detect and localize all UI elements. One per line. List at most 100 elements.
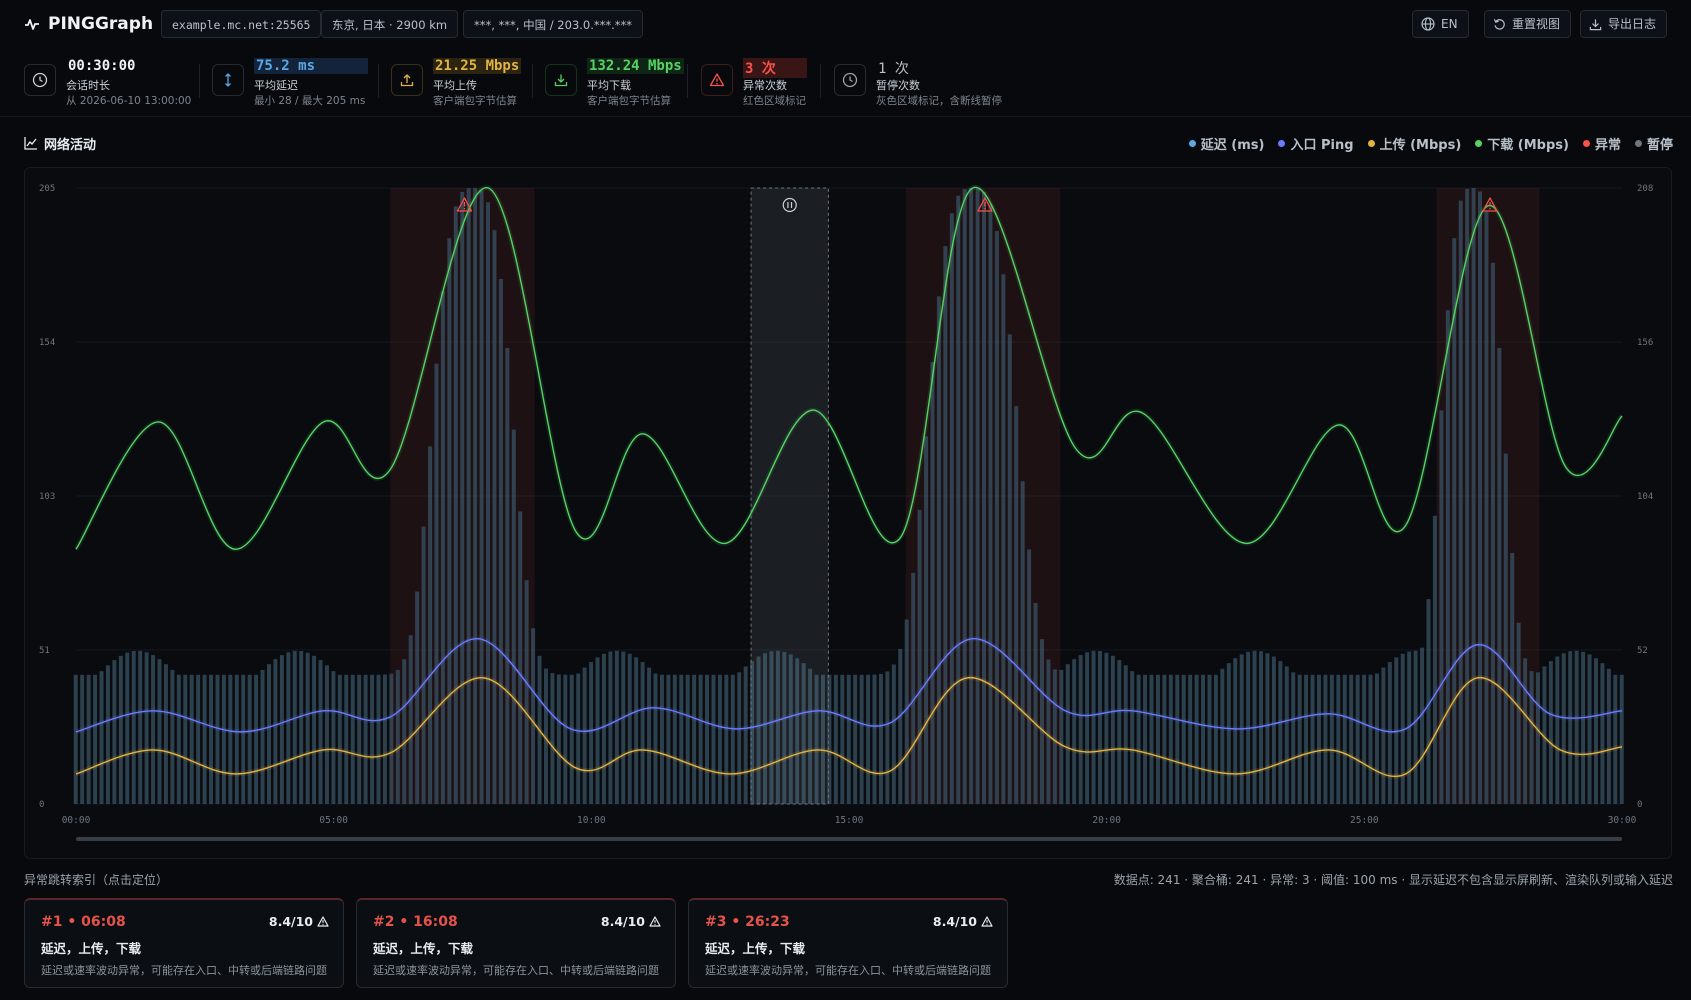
latency-bar bbox=[1413, 650, 1418, 804]
latency-bar bbox=[1020, 481, 1025, 804]
latency-bar bbox=[827, 674, 832, 804]
stat-label: 平均延迟 bbox=[254, 79, 298, 92]
latency-bar bbox=[1284, 666, 1289, 804]
latency-bar bbox=[1291, 672, 1296, 804]
latency-bar bbox=[1516, 622, 1521, 804]
legend-pause[interactable]: 暂停 bbox=[1634, 134, 1673, 153]
stat-value: 21.25 Mbps bbox=[433, 58, 522, 74]
latency-bar bbox=[492, 230, 497, 804]
latency-bar bbox=[994, 230, 999, 805]
line-chart-icon bbox=[24, 137, 37, 150]
anomaly-score: 8.4/10 bbox=[933, 914, 993, 929]
legend-download[interactable]: 下载 (Mbps) bbox=[1475, 134, 1569, 153]
latency-bar bbox=[324, 665, 329, 804]
anomaly-card-2[interactable]: #2 • 16:08 8.4/10 延迟，上传，下载 延迟或速率波动异常，可能存… bbox=[356, 898, 676, 988]
legend-dot bbox=[1582, 140, 1590, 147]
x-tick-label: 10:00 bbox=[577, 815, 606, 826]
latency-bar bbox=[1387, 662, 1392, 804]
latency-bar bbox=[209, 674, 214, 804]
latency-bar bbox=[382, 674, 387, 804]
latency-bar bbox=[1078, 655, 1083, 804]
latency-bar bbox=[647, 667, 652, 804]
legend-latency[interactable]: 延迟 (ms) bbox=[1188, 134, 1264, 153]
latency-bar bbox=[666, 674, 671, 804]
latency-bar bbox=[350, 674, 355, 804]
latency-bar bbox=[1104, 652, 1109, 804]
export-log-label: 导出日志 bbox=[1608, 17, 1657, 31]
latency-bar bbox=[801, 663, 806, 804]
latency-bar bbox=[853, 674, 858, 804]
latency-bar bbox=[215, 674, 220, 804]
latency-bar bbox=[157, 659, 162, 804]
latency-bar bbox=[305, 652, 310, 804]
legend-upload[interactable]: 上传 (Mbps) bbox=[1367, 134, 1462, 153]
stat-sub: 灰色区域标记，含断线暂停 bbox=[876, 95, 1002, 107]
divider bbox=[532, 64, 533, 98]
latency-bar bbox=[228, 674, 233, 804]
chart-canvas[interactable]: 0 51 103 154 205 0 52 104 156 208 00:00 05:00 10:00 1… bbox=[25, 168, 1671, 858]
data-summary: 数据点: 241 · 聚合桶: 241 · 异常: 3 · 阈值: 100 ms… bbox=[1113, 873, 1673, 887]
latency-bar bbox=[982, 192, 987, 805]
latency-bar bbox=[1439, 410, 1444, 804]
latency-bar bbox=[750, 661, 755, 804]
latency-bar bbox=[717, 674, 722, 804]
anomaly-card-title: #3 • 26:23 bbox=[705, 914, 790, 930]
latency-bar bbox=[1130, 671, 1135, 804]
latency-bar bbox=[621, 651, 626, 804]
latency-bar bbox=[724, 674, 729, 804]
stat-label: 会话时长 bbox=[66, 79, 110, 92]
anomaly-card-3[interactable]: #3 • 26:23 8.4/10 延迟，上传，下载 延迟或速率波动异常，可能存… bbox=[688, 898, 1008, 988]
series-line bbox=[75, 677, 1623, 777]
latency-bar bbox=[144, 652, 149, 804]
stat-sub: 客户端包字节估算 bbox=[587, 95, 671, 107]
latency-bar bbox=[1143, 674, 1148, 804]
latency-bar bbox=[138, 650, 143, 804]
anomaly-description: 延迟或速率波动异常，可能存在入口、中转或后端链路问题 bbox=[373, 964, 659, 977]
latency-bar bbox=[788, 654, 793, 804]
anomaly-score-value: 8.4/10 bbox=[268, 914, 313, 929]
latency-bar bbox=[1452, 238, 1457, 804]
legend-anomaly[interactable]: 异常 bbox=[1582, 134, 1621, 153]
latency-bar bbox=[1072, 659, 1077, 804]
latency-bar bbox=[1548, 661, 1553, 804]
stat-value: 1 次 bbox=[878, 61, 909, 77]
legend-label: 上传 (Mbps) bbox=[1379, 138, 1462, 153]
legend-entry-ping[interactable]: 入口 Ping bbox=[1278, 134, 1354, 153]
network-chart[interactable]: 0 51 103 154 205 0 52 104 156 208 00:00 05:00 10:00 1… bbox=[24, 167, 1672, 859]
reset-view-button[interactable]: 重置视图 bbox=[1484, 10, 1572, 38]
stat-session-duration: 00:30:00 会话时长 从 2026-06-10 13:00:00 bbox=[24, 54, 194, 108]
latency-bar bbox=[988, 204, 993, 804]
divider bbox=[199, 64, 200, 98]
latency-bar bbox=[608, 651, 613, 804]
latency-bar bbox=[234, 674, 239, 804]
latency-bar bbox=[1117, 660, 1122, 804]
server-address-chip[interactable]: example.mc.net:25565 bbox=[161, 10, 322, 38]
latency-bar bbox=[1613, 674, 1618, 804]
latency-bar bbox=[595, 657, 600, 804]
latency-bar bbox=[1568, 651, 1573, 804]
export-log-button[interactable]: 导出日志 bbox=[1580, 10, 1668, 38]
latency-bar bbox=[434, 363, 439, 804]
latency-bar bbox=[872, 674, 877, 804]
latency-bar bbox=[1271, 656, 1276, 804]
server-location-chip: 东京, 日本 · 2900 km bbox=[321, 10, 459, 38]
anomaly-card-1[interactable]: #1 • 06:08 8.4/10 延迟，上传，下载 延迟或速率波动异常，可能存… bbox=[24, 898, 344, 988]
latency-bar bbox=[1465, 188, 1470, 805]
latency-bar bbox=[705, 674, 710, 804]
latency-bar bbox=[640, 662, 645, 804]
latency-bar bbox=[93, 674, 98, 804]
stat-sub: 从 2026-06-10 13:00:00 bbox=[66, 95, 192, 107]
legend-label: 下载 (Mbps) bbox=[1487, 138, 1569, 153]
latency-bar bbox=[1497, 347, 1502, 804]
latency-bar bbox=[775, 650, 780, 804]
divider bbox=[687, 64, 688, 98]
latency-bar bbox=[1355, 674, 1360, 804]
latency-bar bbox=[1014, 406, 1019, 804]
latency-bar bbox=[917, 509, 922, 804]
latency-bar bbox=[312, 655, 317, 804]
latency-bar bbox=[473, 188, 478, 804]
stat-value: 00:30:00 bbox=[68, 58, 136, 74]
stats-row: 00:30:00 会话时长 从 2026-06-10 13:00:00 75.2… bbox=[0, 46, 1691, 117]
language-button[interactable]: EN bbox=[1412, 10, 1469, 38]
latency-bar bbox=[1619, 674, 1624, 804]
